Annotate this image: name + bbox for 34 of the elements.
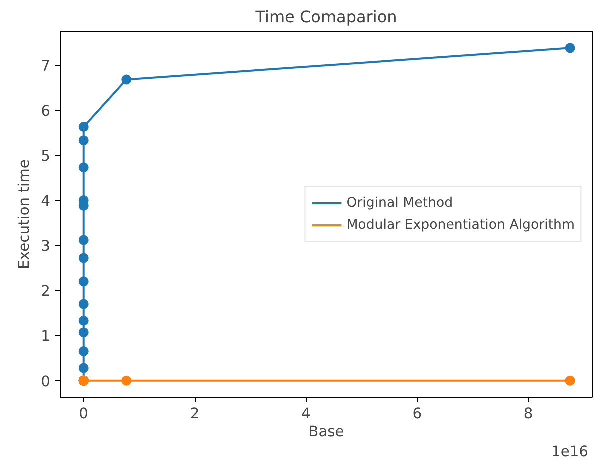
y-tick-label: 2	[41, 283, 51, 300]
y-tick-label: 3	[41, 238, 51, 256]
point	[78, 162, 89, 173]
legend-label: Modular Exponentiation Algorithm	[346, 218, 575, 232]
point	[78, 253, 89, 264]
legend-label: Original Method	[346, 196, 454, 210]
point	[78, 122, 89, 132]
y-axis-title: Execution time	[16, 160, 34, 270]
y-tick-label: 7	[41, 58, 51, 75]
point	[78, 316, 89, 326]
point	[78, 276, 89, 287]
point	[78, 346, 89, 357]
point	[565, 43, 576, 54]
y-tick-label: 6	[41, 102, 51, 120]
y-tick-label: 5	[41, 148, 51, 165]
x-tick-label: 6	[412, 406, 422, 422]
point	[78, 235, 89, 246]
x-tick-label: 2	[190, 406, 200, 422]
x-axis-title: Base	[308, 424, 344, 440]
point	[122, 376, 132, 386]
point	[78, 363, 89, 374]
x-tick-label: 8	[524, 406, 534, 422]
point	[122, 74, 132, 85]
point	[78, 328, 89, 338]
y-tick-label: 0	[41, 373, 51, 390]
text: 1e16	[552, 444, 589, 460]
chart-title: Time Comaparion	[254, 8, 398, 26]
x-tick-label: 0	[79, 406, 89, 422]
point	[565, 376, 576, 386]
y-tick-label: 4	[41, 193, 51, 210]
point	[78, 136, 89, 146]
x-tick-label: 4	[302, 406, 311, 422]
y-tick-label: 1	[41, 328, 51, 346]
point	[78, 299, 89, 310]
